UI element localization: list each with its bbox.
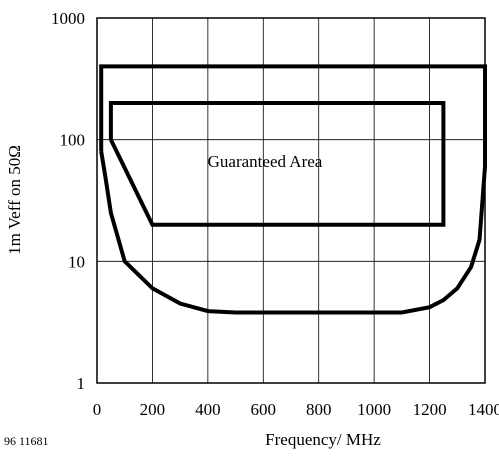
series-outer-boundary	[99, 64, 487, 315]
x-tick-label: 1000	[357, 400, 391, 419]
y-tick-label: 1000	[51, 9, 85, 28]
x-axis-label: Frequency/ MHz	[265, 430, 381, 449]
x-tick-label: 1400	[468, 400, 499, 419]
grid	[96, 17, 486, 384]
y-tick-labels: 1 10 100 1000	[51, 9, 85, 393]
y-tick-label: 100	[60, 131, 86, 150]
x-tick-label: 1200	[413, 400, 447, 419]
x-tick-label: 0	[93, 400, 102, 419]
x-tick-labels: 0 200 400 600 800 1000 1200 1400	[93, 400, 499, 419]
series-guaranteed-area	[108, 101, 446, 227]
plot-frame	[96, 17, 486, 384]
y-tick-label: 10	[68, 252, 85, 271]
x-tick-label: 400	[195, 400, 221, 419]
y-axis-label: 1m Veff on 50Ω	[5, 145, 24, 255]
series-group	[99, 64, 487, 315]
annotation-guaranteed-area: Guaranteed Area	[208, 152, 323, 171]
x-tick-label: 800	[306, 400, 332, 419]
y-tick-label: 1	[77, 374, 86, 393]
x-tick-label: 600	[251, 400, 277, 419]
x-tick-label: 200	[140, 400, 166, 419]
figure-id: 96 11681	[4, 434, 49, 448]
